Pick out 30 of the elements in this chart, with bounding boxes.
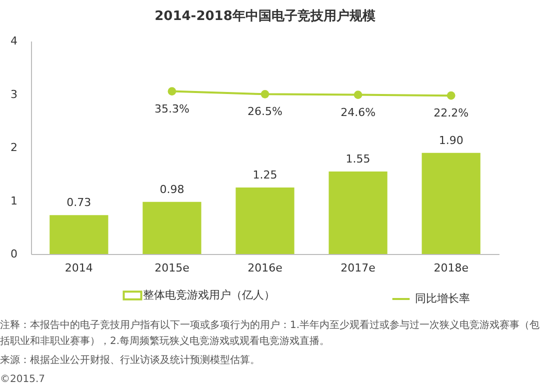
y-tick-label: 3 bbox=[10, 88, 18, 101]
x-tick-label: 2015e bbox=[154, 262, 190, 274]
x-tick-label: 2016e bbox=[248, 262, 283, 274]
y-tick-label: 1 bbox=[10, 194, 18, 208]
chart-title: 2014-2018年中国电子竞技用户规模 bbox=[154, 8, 376, 24]
data-label: 0.98 bbox=[160, 182, 184, 196]
data-label: 1.90 bbox=[438, 134, 464, 147]
x-tick-label: 2017e bbox=[340, 262, 376, 274]
y-tick-label: 2 bbox=[10, 141, 18, 154]
data-label: 26.5% bbox=[248, 105, 282, 118]
bar bbox=[142, 202, 202, 254]
source-note: 来源：根据企业公开财报、行业访谈及统计预测模型估算。 bbox=[0, 354, 261, 368]
y-tick-label: 4 bbox=[10, 34, 18, 48]
legend-label: 整体电竞游戏用户（亿人） bbox=[143, 288, 275, 302]
bar bbox=[328, 171, 388, 254]
data-label: 0.73 bbox=[66, 196, 92, 210]
y-tick-label: 0 bbox=[10, 248, 18, 260]
bar bbox=[236, 187, 294, 254]
bar bbox=[50, 215, 108, 254]
data-label: 35.3% bbox=[154, 102, 190, 116]
data-label: 22.2% bbox=[434, 106, 469, 120]
text: 注释：本报告中的电子竞技用户指有以下一项或多项行为的用户：1.半年内至少观看过或参与过一次狭义电竞游戏赛事（包括职业和非职业赛事），2.每周频繁玩狭义电竞游戏或观看电竞游戏直播。 bbox=[0, 318, 541, 349]
data-label: 1.25 bbox=[252, 168, 278, 182]
data-label: 24.6% bbox=[340, 106, 376, 119]
bar bbox=[422, 152, 480, 254]
legend-label: 同比增长率 bbox=[415, 292, 470, 305]
x-tick-label: 2018e bbox=[434, 262, 469, 274]
x-tick-label: 2014 bbox=[64, 262, 93, 274]
data-label: 1.55 bbox=[346, 152, 370, 166]
text: ©2015.7 bbox=[0, 373, 46, 387]
